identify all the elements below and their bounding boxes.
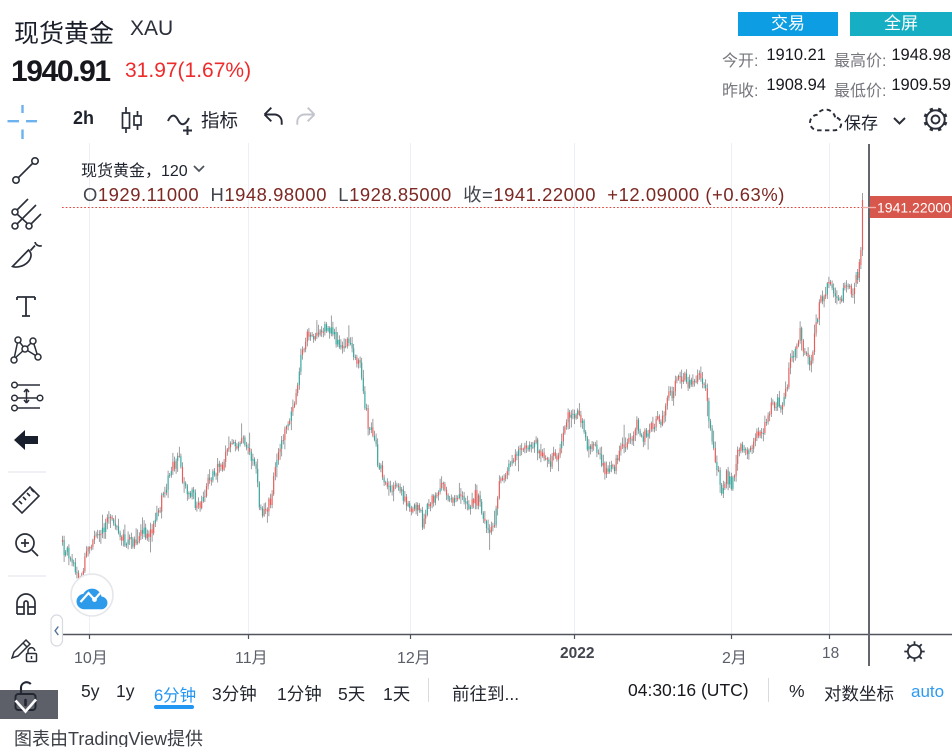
- svg-text:1941.22000: 1941.22000: [877, 200, 951, 216]
